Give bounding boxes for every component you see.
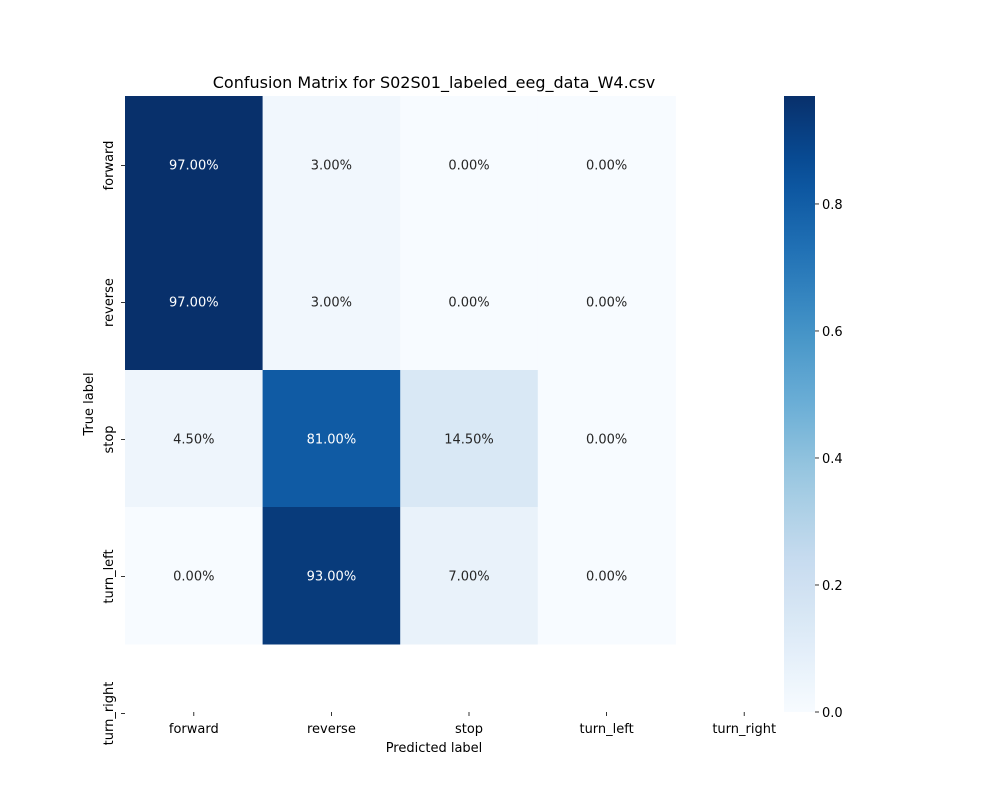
colorbar-tick-label: 0.0 bbox=[822, 706, 843, 721]
heatmap-cell bbox=[262, 96, 401, 234]
cell-annotation: 7.00% bbox=[448, 570, 489, 585]
heatmap-cell bbox=[400, 370, 539, 508]
heatmap-cell bbox=[125, 370, 264, 508]
cell-annotation: 3.00% bbox=[311, 159, 352, 174]
y-axis-ticks: forward reverse stop turn_left turn_right bbox=[102, 141, 125, 746]
y-tick-label: turn_right bbox=[102, 682, 117, 746]
cell-annotation: 93.00% bbox=[307, 570, 357, 585]
y-tick-label: stop bbox=[102, 425, 117, 453]
cell-annotation: 0.00% bbox=[173, 570, 214, 585]
colorbar-tick-label: 0.6 bbox=[822, 325, 843, 340]
y-axis-label: True label bbox=[82, 372, 97, 436]
x-axis-label: Predicted label bbox=[386, 741, 483, 756]
heatmap-cell bbox=[125, 507, 264, 645]
cell-annotation: 14.50% bbox=[444, 433, 494, 448]
x-tick-label: turn_left bbox=[579, 722, 633, 737]
cell-annotation: 0.00% bbox=[586, 433, 627, 448]
heatmap-cell bbox=[262, 233, 401, 371]
cell-annotation: 97.00% bbox=[169, 159, 219, 174]
cell-annotation: 0.00% bbox=[448, 159, 489, 174]
x-tick-label: forward bbox=[169, 722, 219, 737]
heatmap-cell bbox=[537, 370, 676, 508]
heatmap-cell bbox=[537, 507, 676, 645]
colorbar bbox=[784, 96, 815, 712]
cell-annotation: 81.00% bbox=[307, 433, 357, 448]
heatmap-cell bbox=[125, 233, 264, 371]
heatmap-cell bbox=[262, 507, 401, 645]
x-axis-ticks: forward reverse stop turn_left turn_right bbox=[169, 712, 776, 737]
heatmap-cell bbox=[400, 96, 539, 234]
chart-title: Confusion Matrix for S02S01_labeled_eeg_… bbox=[213, 73, 656, 93]
cell-annotation: 0.00% bbox=[586, 296, 627, 311]
heatmap-cell bbox=[262, 370, 401, 508]
colorbar-tick-label: 0.2 bbox=[822, 579, 843, 594]
cell-annotation: 97.00% bbox=[169, 296, 219, 311]
cell-annotation: 0.00% bbox=[586, 159, 627, 174]
cell-annotation: 0.00% bbox=[586, 570, 627, 585]
heatmap-cell bbox=[400, 233, 539, 371]
colorbar-tick-label: 0.8 bbox=[822, 198, 843, 213]
x-tick-label: turn_right bbox=[712, 722, 776, 737]
colorbar-ticks: 0.0 0.2 0.4 0.6 0.8 bbox=[815, 198, 843, 721]
x-tick-label: stop bbox=[455, 722, 483, 737]
heatmap-cell bbox=[125, 96, 264, 234]
colorbar-tick-label: 0.4 bbox=[822, 452, 843, 467]
heatmap-cell bbox=[537, 233, 676, 371]
x-tick-label: reverse bbox=[307, 722, 356, 737]
heatmap-cell bbox=[537, 96, 676, 234]
cell-annotation: 4.50% bbox=[173, 433, 214, 448]
heatmap-cells bbox=[125, 96, 676, 645]
heatmap-cell bbox=[400, 507, 539, 645]
heatmap-annotations: 97.00% 3.00% 0.00% 0.00% 97.00% 3.00% 0.00% 0.0… bbox=[169, 159, 627, 585]
y-tick-label: turn_left bbox=[102, 549, 117, 603]
cell-annotation: 3.00% bbox=[311, 296, 352, 311]
y-tick-label: reverse bbox=[102, 278, 117, 327]
y-tick-label: forward bbox=[102, 141, 117, 191]
cell-annotation: 0.00% bbox=[448, 296, 489, 311]
